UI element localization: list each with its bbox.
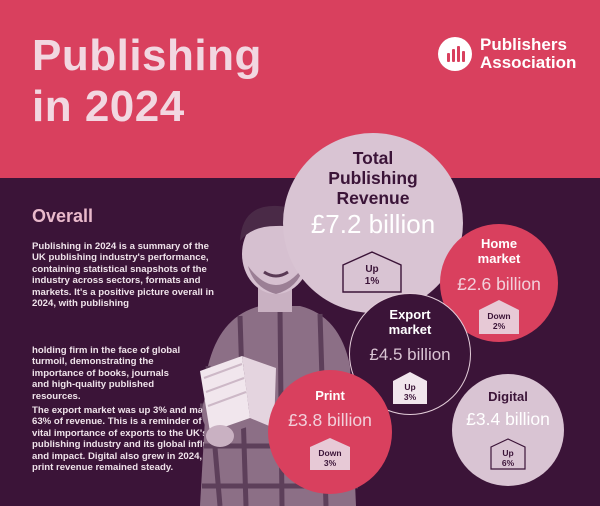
overall-paragraph-2: The export market was up 3% and makes up… bbox=[32, 405, 234, 474]
overall-paragraph-1: Publishing in 2024 is a summary of the U… bbox=[32, 241, 214, 310]
house-badge-icon bbox=[393, 372, 427, 404]
export-market-value: £4.5 billion bbox=[369, 345, 451, 364]
total-change-badge: Up 1% bbox=[342, 251, 402, 293]
house-badge-icon bbox=[310, 438, 350, 470]
home-change-badge: Down 2% bbox=[479, 300, 519, 334]
house-badge-icon bbox=[479, 300, 519, 334]
digital-stat: Digital £3.4 billion Up 6% bbox=[452, 374, 564, 486]
overall-paragraph-1-continued: holding firm in the face of global turmo… bbox=[32, 345, 181, 402]
digital-change-badge: Up 6% bbox=[490, 438, 526, 470]
page-title: Publishing in 2024 bbox=[32, 31, 262, 131]
overall-heading: Overall bbox=[32, 206, 94, 226]
header-band bbox=[0, 0, 600, 178]
print-change-badge: Down 3% bbox=[310, 438, 350, 470]
logo-icon bbox=[438, 37, 472, 71]
digital-value: £3.4 billion bbox=[466, 409, 550, 429]
total-revenue-value: £7.2 billion bbox=[310, 209, 436, 239]
house-badge-icon bbox=[342, 251, 402, 293]
export-change-badge: Up 3% bbox=[393, 372, 427, 404]
publishers-association-logo: Publishers Association bbox=[438, 36, 576, 72]
print-stat: Print £3.8 billion Down 3% bbox=[268, 370, 392, 494]
home-market-value: £2.6 billion bbox=[457, 274, 541, 294]
house-badge-icon bbox=[490, 438, 526, 470]
print-value: £3.8 billion bbox=[288, 410, 372, 430]
total-revenue-stat: Total Publishing Revenue £7.2 billion Up… bbox=[283, 133, 463, 313]
